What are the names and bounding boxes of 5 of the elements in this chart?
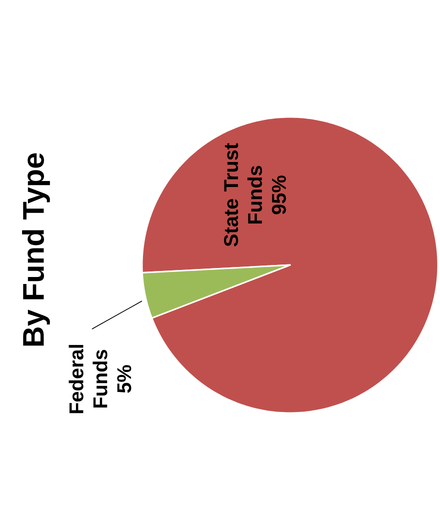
text: By Fund Type [22, 153, 50, 346]
data-label: 95% [272, 176, 286, 214]
slice-label: State Trust Funds [224, 143, 262, 246]
slice-label: Federal Funds [68, 344, 108, 414]
data-label: 5% [117, 365, 132, 393]
